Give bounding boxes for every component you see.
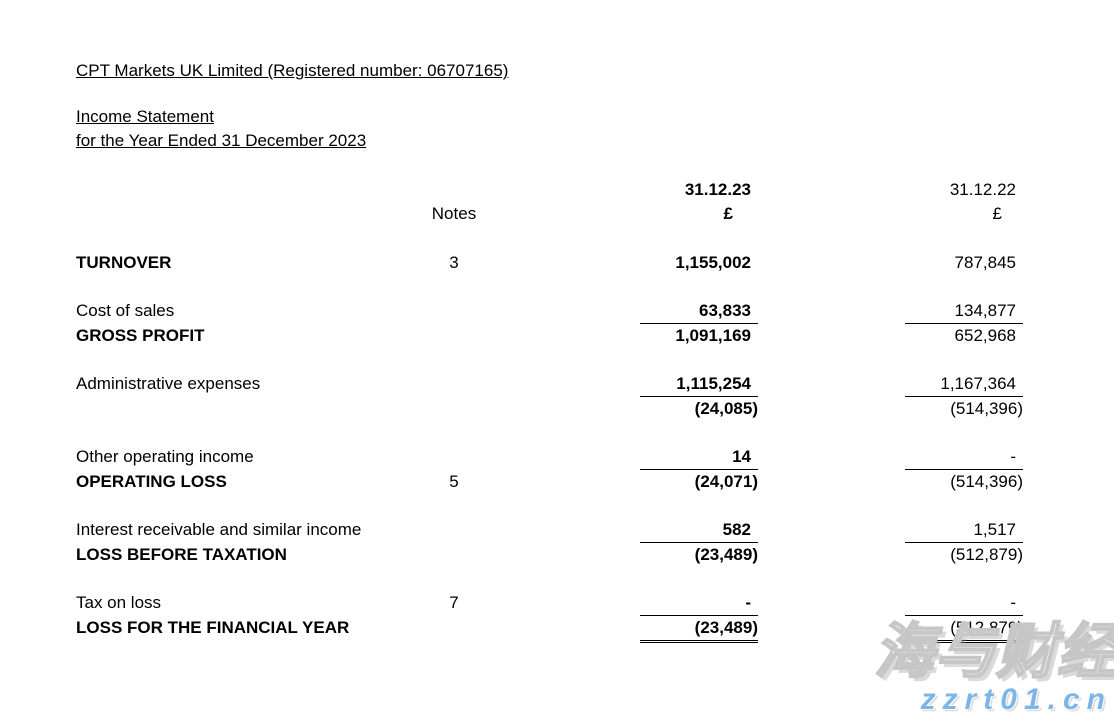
header-currency-prior: £ — [992, 204, 1002, 223]
table-row-interest-receivable: Interest receivable and similar income 5… — [0, 517, 1114, 543]
table-row-loss-before-taxation: LOSS BEFORE TAXATION (23,489) (512,879) — [0, 542, 1114, 567]
row-label: Cost of sales — [76, 301, 175, 320]
table-row-cost-of-sales: Cost of sales 63,833 134,877 — [0, 298, 1114, 324]
spacer — [0, 421, 1114, 444]
row-value-current: - — [640, 590, 758, 616]
row-note: 7 — [449, 593, 459, 612]
row-value-current: (24,071) — [694, 472, 758, 491]
row-label: Interest receivable and similar income — [76, 520, 362, 539]
row-value-prior: (514,396) — [950, 472, 1023, 491]
row-value-prior: 787,845 — [954, 253, 1016, 272]
row-label: Tax on loss — [76, 593, 162, 612]
watermark-domain-text: zzrt01.cn — [920, 683, 1112, 716]
row-value-prior: - — [905, 444, 1023, 470]
row-value-prior: - — [905, 590, 1023, 616]
statement-period: for the Year Ended 31 December 2023 — [76, 131, 367, 150]
row-label — [76, 396, 410, 421]
spacer — [0, 348, 1114, 371]
spacer — [0, 275, 1114, 298]
row-value-current: 63,833 — [640, 298, 758, 324]
row-value-prior: 652,968 — [954, 326, 1016, 345]
row-value-current: 1,155,002 — [675, 253, 751, 272]
row-value-prior: 1,167,364 — [905, 371, 1023, 397]
table-row-administrative-expenses: Administrative expenses 1,115,254 1,167,… — [0, 371, 1114, 397]
row-label: OPERATING LOSS — [76, 472, 227, 491]
row-note: 3 — [449, 253, 459, 272]
row-value-current: (23,489) — [640, 615, 758, 643]
row-value-prior: (514,396) — [950, 399, 1023, 418]
row-note: 5 — [449, 472, 459, 491]
row-label: Administrative expenses — [76, 374, 261, 393]
table-row-operating-loss: OPERATING LOSS 5 (24,071) (514,396) — [0, 469, 1114, 494]
table-row-loss-for-financial-year: LOSS FOR THE FINANCIAL YEAR (23,489) (51… — [0, 615, 1114, 643]
table-header-units: Notes £ £ — [0, 202, 1114, 226]
statement-heading: Income Statement for the Year Ended 31 D… — [76, 105, 1114, 153]
row-label: TURNOVER — [76, 253, 172, 272]
row-label: Other operating income — [76, 447, 254, 466]
row-value-current: (23,489) — [694, 545, 758, 564]
row-label: LOSS BEFORE TAXATION — [76, 545, 287, 564]
table-row-turnover: TURNOVER 3 1,155,002 787,845 — [0, 250, 1114, 275]
spacer — [0, 567, 1114, 590]
header-currency-current: £ — [723, 204, 733, 223]
row-value-current: 582 — [640, 517, 758, 543]
row-value-current: 14 — [640, 444, 758, 470]
header-notes: Notes — [431, 204, 477, 223]
row-value-current: (24,085) — [694, 399, 758, 418]
header-year-prior: 31.12.22 — [949, 180, 1016, 199]
table-row-subtotal: (24,085) (514,396) — [0, 396, 1114, 421]
table-row-other-operating-income: Other operating income 14 - — [0, 444, 1114, 470]
spacer — [0, 226, 1114, 250]
company-title: CPT Markets UK Limited (Registered numbe… — [76, 61, 509, 80]
row-value-prior: (512,879) — [950, 545, 1023, 564]
row-value-prior: 134,877 — [905, 298, 1023, 324]
header-year-current: 31.12.23 — [684, 180, 751, 199]
row-label: LOSS FOR THE FINANCIAL YEAR — [76, 618, 350, 637]
row-label: GROSS PROFIT — [76, 326, 205, 345]
document-header: CPT Markets UK Limited (Registered numbe… — [0, 0, 1114, 153]
income-statement-table: 31.12.23 31.12.22 Notes £ £ TURNOVER 3 1… — [0, 178, 1114, 643]
table-row-tax-on-loss: Tax on loss 7 - - — [0, 590, 1114, 616]
document-content: CPT Markets UK Limited (Registered numbe… — [0, 0, 1114, 643]
row-value-current: 1,091,169 — [675, 326, 751, 345]
spacer — [0, 494, 1114, 517]
row-value-prior: 1,517 — [905, 517, 1023, 543]
table-header-years: 31.12.23 31.12.22 — [0, 178, 1114, 202]
row-value-prior: (512,879) — [905, 615, 1023, 643]
statement-title: Income Statement — [76, 107, 214, 126]
row-value-current: 1,115,254 — [640, 371, 758, 397]
table-row-gross-profit: GROSS PROFIT 1,091,169 652,968 — [0, 323, 1114, 348]
